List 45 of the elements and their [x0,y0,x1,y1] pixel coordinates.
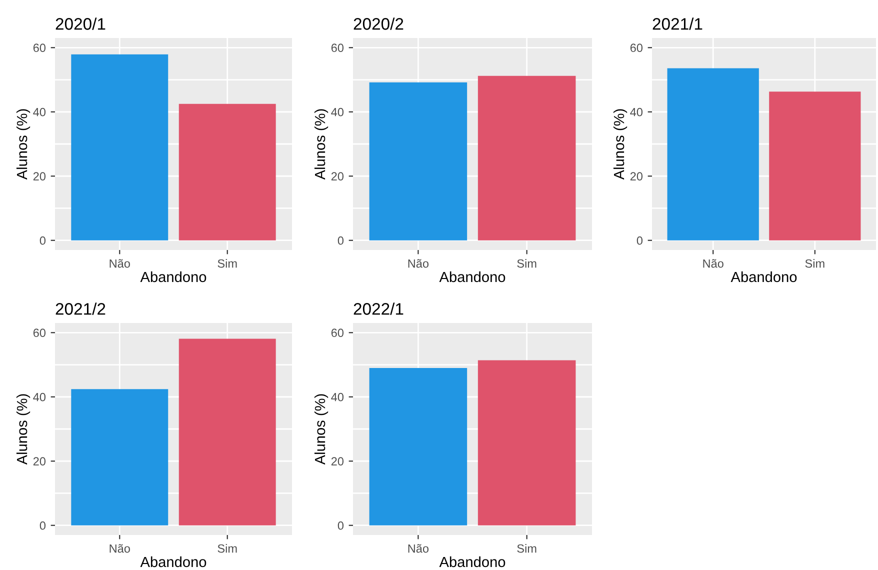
y-axis-title: Alunos (%) [314,394,328,465]
y-tick-label: 40 [331,392,344,402]
y-tick-label: 0 [40,236,46,245]
y-axis-title: Alunos (%) [314,109,328,180]
x-axis-title: Abandono [730,271,797,282]
chart-title: 2021/2 [56,302,106,315]
x-tick-label: Sim [218,544,237,553]
y-tick-label: 0 [636,236,643,245]
y-axis-title: Alunos (%) [16,109,30,180]
x-tick-label: Não [408,544,429,553]
x-tick-label: Sim [805,259,824,268]
y-tick-label: 40 [33,392,46,402]
x-axis-title: Abandono [439,271,506,282]
x-tick-label: Não [110,544,130,553]
chart-title: 2020/1 [56,18,106,30]
y-tick-label: 60 [33,328,46,338]
y-tick-label: 40 [331,108,344,116]
x-tick-label: Sim [517,544,536,553]
y-tick-label: 60 [630,44,643,52]
y-tick-label: 40 [630,108,643,116]
y-tick-label: 20 [33,457,46,466]
x-tick-label: Sim [517,259,536,268]
y-tick-label: 0 [338,521,344,530]
y-tick-label: 60 [331,328,344,338]
x-axis-title: Abandono [439,556,506,568]
x-tick-label: Sim [218,259,237,268]
y-tick-label: 0 [338,236,344,245]
y-axis-title: Alunos (%) [613,109,628,180]
x-tick-label: Não [703,259,724,268]
y-tick-label: 20 [331,457,344,466]
y-tick-label: 0 [40,521,46,530]
y-tick-label: 20 [33,172,46,181]
x-axis-title: Abandono [140,271,206,282]
chart-title: 2020/2 [354,18,404,30]
y-tick-label: 20 [331,172,344,181]
x-axis-title: Abandono [140,556,206,568]
x-tick-label: Não [408,259,429,268]
chart-title: 2021/1 [652,18,702,30]
y-axis-title: Alunos (%) [16,394,30,465]
y-tick-label: 40 [33,108,46,116]
chart-title: 2022/1 [354,302,404,315]
y-tick-label: 60 [331,44,344,52]
y-tick-label: 60 [33,44,46,52]
y-tick-label: 20 [630,172,643,181]
x-tick-label: Não [110,259,130,268]
